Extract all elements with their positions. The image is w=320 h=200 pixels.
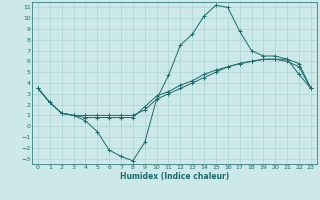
X-axis label: Humidex (Indice chaleur): Humidex (Indice chaleur): [120, 172, 229, 181]
